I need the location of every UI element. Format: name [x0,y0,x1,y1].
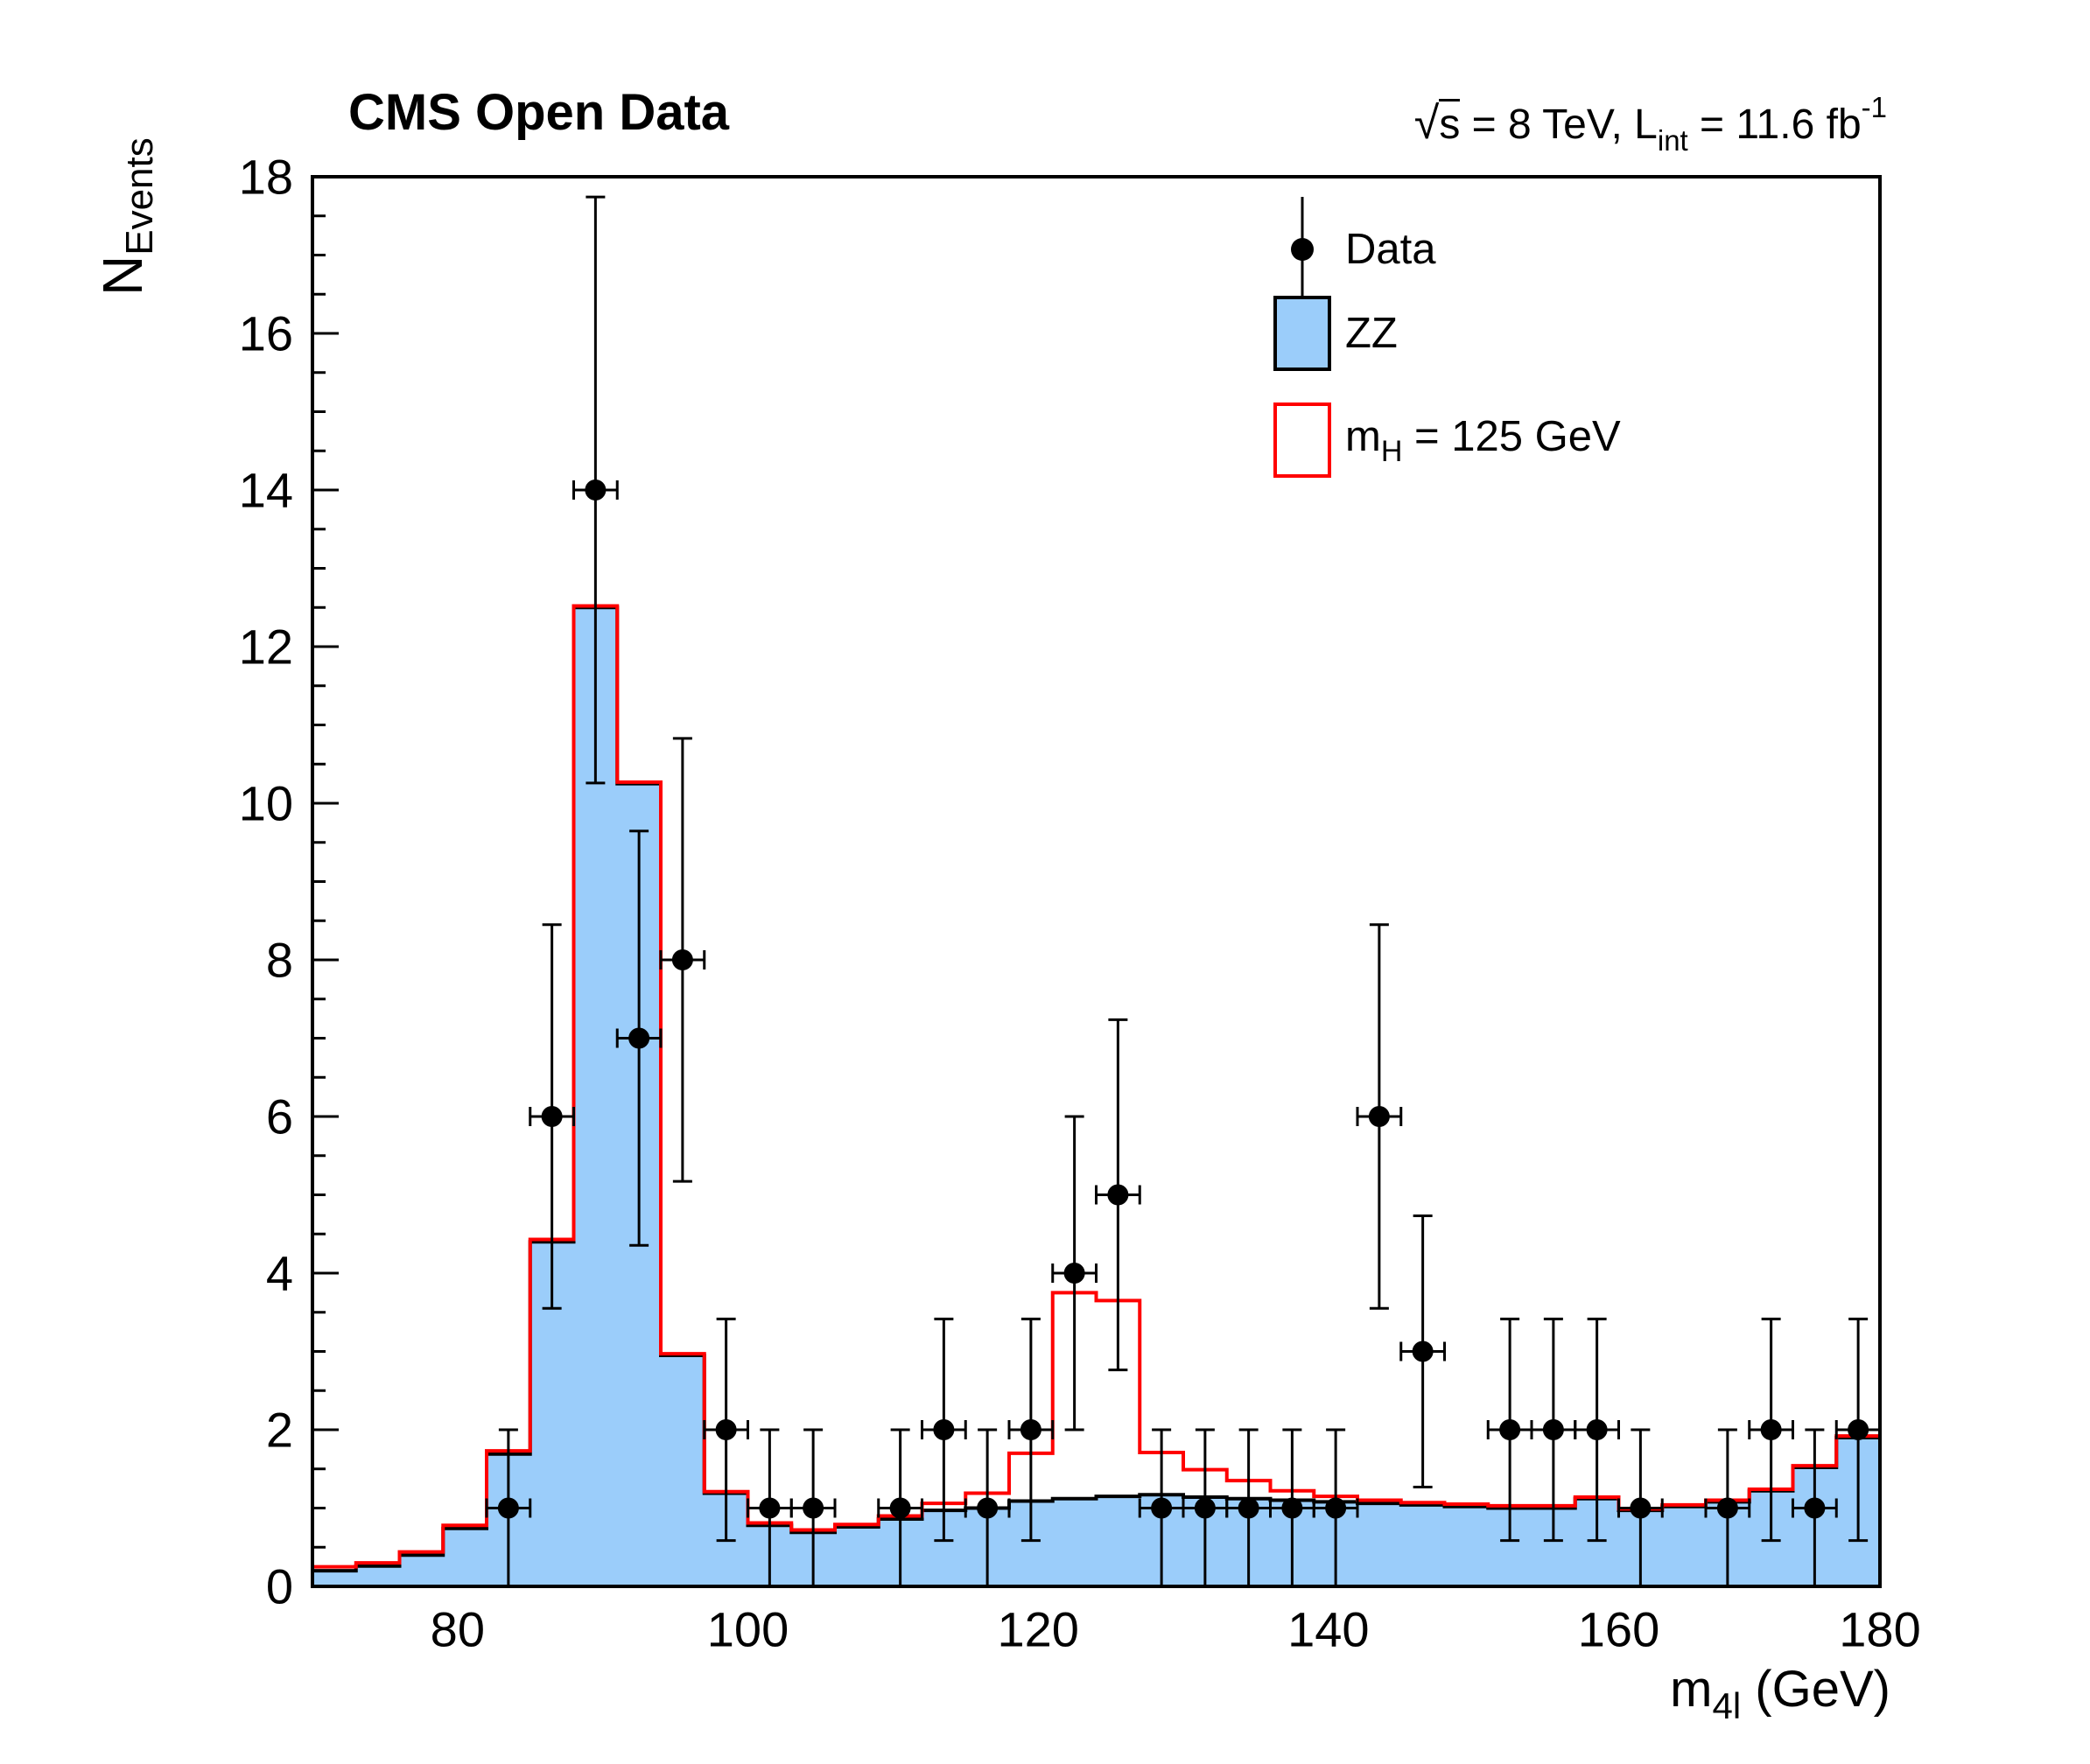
y-tick-label: 4 [266,1246,293,1301]
y-tick-label: 8 [266,933,293,988]
y-tick-label: 12 [239,620,293,675]
y-tick-label: 0 [266,1559,293,1614]
x-tick-label: 120 [997,1602,1078,1657]
data-point [1063,1263,1085,1284]
y-tick-label: 6 [266,1089,293,1144]
data-point [803,1497,824,1519]
x-axis-title: m4l (GeV) [1670,1661,1890,1726]
data-point [628,1027,650,1049]
higgs-swatch-icon [1273,402,1331,478]
luminosity-annotation: √s = 8 TeV, Lint = 11.6 fb-1 [1414,93,1887,155]
data-point [1412,1340,1434,1362]
data-point [759,1497,781,1519]
legend-item-data: Data [1273,197,1436,302]
data-point [1630,1497,1652,1519]
lumi-subscript: int [1657,124,1688,157]
sqrt-symbol: √ [1413,98,1440,149]
data-point [1238,1497,1259,1519]
y-tick-label: 2 [266,1403,293,1458]
x-tick-label: 100 [707,1602,789,1657]
zz-histogram [311,606,1882,1588]
data-point [1848,1419,1869,1440]
data-point [497,1497,519,1519]
legend-label-zz: ZZ [1345,310,1398,357]
x-tick-label: 160 [1578,1602,1659,1657]
legend-item-higgs: mH = 125 GeV [1273,401,1621,480]
zz-swatch-icon [1273,296,1331,371]
data-marker-icon [1273,197,1331,302]
data-point [889,1497,911,1519]
data-point [1760,1419,1782,1440]
data-point [541,1106,563,1127]
x-tick-label: 140 [1287,1602,1369,1657]
data-point [977,1497,999,1519]
y-tick-label: 16 [239,306,293,361]
y-tick-label: 18 [239,150,293,205]
data-point [1368,1106,1390,1127]
page-title: CMS Open Data [348,84,730,141]
legend-label-higgs: mH = 125 GeV [1345,412,1621,468]
data-point [715,1419,737,1440]
y-tick-label: 14 [239,463,293,518]
data-point [1020,1419,1041,1440]
data-point [1586,1419,1608,1440]
data-point [1281,1497,1303,1519]
data-point [1325,1497,1347,1519]
data-point [585,480,607,500]
data-point [1542,1419,1564,1440]
data-point [671,949,693,970]
data-point [1151,1497,1173,1519]
lumi-mid: = 8 TeV, L [1460,102,1658,148]
sqrt-argument: s [1439,99,1461,148]
x-tick-label: 80 [431,1602,485,1657]
lumi-mid2: = 11.6 fb [1687,102,1862,148]
plot-frame [311,175,1882,1588]
data-point [1804,1497,1826,1519]
y-axis-title: NEvents [91,137,161,296]
lumi-superscript: -1 [1861,91,1887,123]
data-point [933,1419,955,1440]
legend-label-data: Data [1345,226,1436,273]
y-tick-label: 10 [239,776,293,831]
legend-item-zz: ZZ [1273,294,1398,373]
data-point [1107,1184,1129,1206]
data-point [1499,1419,1521,1440]
data-point [1194,1497,1216,1519]
data-point [1716,1497,1738,1519]
x-tick-label: 180 [1839,1602,1920,1657]
